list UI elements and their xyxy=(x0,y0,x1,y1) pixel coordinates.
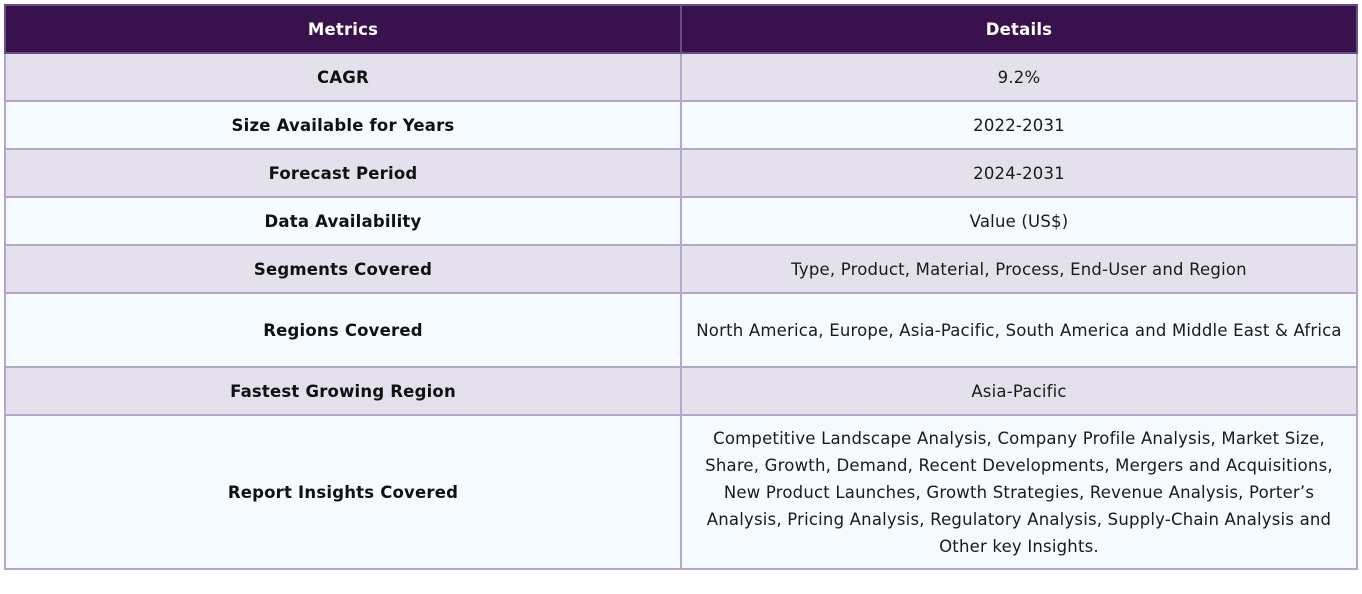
details-cell: Value (US$) xyxy=(680,196,1358,246)
metric-cell: Size Available for Years xyxy=(4,100,682,150)
metric-cell: Forecast Period xyxy=(4,148,682,198)
header-metrics: Metrics xyxy=(4,4,682,54)
metric-cell: Fastest Growing Region xyxy=(4,366,682,416)
table-row: Forecast Period 2024-2031 xyxy=(4,148,1358,198)
metric-cell: Data Availability xyxy=(4,196,682,246)
details-cell: Type, Product, Material, Process, End-Us… xyxy=(680,244,1358,294)
report-metrics-table: Metrics Details CAGR 9.2% Size Available… xyxy=(4,4,1358,570)
table-row: Segments Covered Type, Product, Material… xyxy=(4,244,1358,294)
table-row: Regions Covered North America, Europe, A… xyxy=(4,292,1358,368)
metric-cell: Segments Covered xyxy=(4,244,682,294)
table-row: Report Insights Covered Competitive Land… xyxy=(4,414,1358,570)
report-metrics-table-container: Metrics Details CAGR 9.2% Size Available… xyxy=(4,4,1358,570)
table-row: Data Availability Value (US$) xyxy=(4,196,1358,246)
metric-cell: CAGR xyxy=(4,52,682,102)
header-details: Details xyxy=(680,4,1358,54)
details-cell: 2024-2031 xyxy=(680,148,1358,198)
details-cell: Competitive Landscape Analysis, Company … xyxy=(680,414,1358,570)
table-row: Size Available for Years 2022-2031 xyxy=(4,100,1358,150)
metric-cell: Report Insights Covered xyxy=(4,414,682,570)
metric-cell: Regions Covered xyxy=(4,292,682,368)
details-cell: North America, Europe, Asia-Pacific, Sou… xyxy=(680,292,1358,368)
details-cell: 2022-2031 xyxy=(680,100,1358,150)
details-cell: Asia-Pacific xyxy=(680,366,1358,416)
table-row: Fastest Growing Region Asia-Pacific xyxy=(4,366,1358,416)
table-header-row: Metrics Details xyxy=(4,4,1358,54)
details-cell: 9.2% xyxy=(680,52,1358,102)
table-row: CAGR 9.2% xyxy=(4,52,1358,102)
